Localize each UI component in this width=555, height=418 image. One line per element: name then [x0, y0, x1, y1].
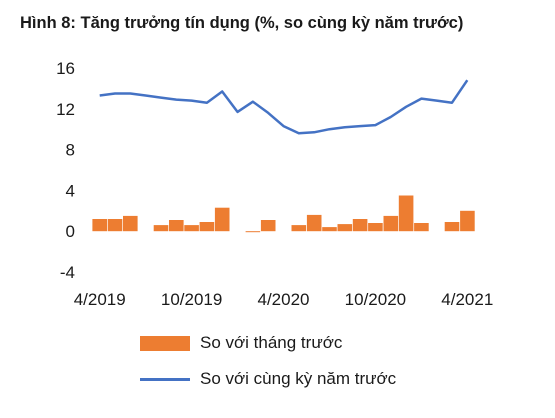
bar-5-2019 [107, 219, 123, 232]
x-tick-label: 4/2021 [441, 290, 493, 309]
bar-11-2019 [199, 222, 215, 232]
y-tick-label: 16 [56, 59, 75, 78]
legend-label-bar: So với tháng trước [200, 333, 343, 352]
bar-3-2021 [444, 222, 460, 232]
bar-3-2020 [260, 220, 276, 232]
legend-swatch-bar [140, 335, 190, 351]
y-tick-label: -4 [60, 263, 75, 282]
line-layer [99, 79, 469, 135]
bar-5-2020 [291, 225, 307, 232]
bar-2-2020 [245, 231, 261, 233]
y-tick-label: 4 [66, 181, 75, 200]
bar-9-2020 [352, 219, 368, 232]
y-axis-ticks: -4 0 4 8 12 16 [56, 59, 75, 282]
x-tick-label: 4/2019 [74, 290, 126, 309]
bar-11-2020 [383, 215, 399, 232]
y-tick-label: 0 [66, 222, 75, 241]
bar-8-2020 [337, 224, 353, 232]
bar-6-2020 [306, 214, 322, 232]
x-axis-ticks: 4/2019 10/2019 4/2020 10/2020 4/2021 [74, 290, 494, 309]
x-tick-label: 10/2020 [345, 290, 406, 309]
chart-title: Hình 8: Tăng trưởng tín dụng (%, so cùng… [20, 14, 464, 32]
bar-12-2020 [398, 195, 414, 232]
bars-layer [92, 195, 475, 233]
bar-8-2019 [153, 225, 169, 232]
series-line-yoy [99, 79, 469, 135]
bar-12-2019 [214, 207, 230, 232]
legend-item-line: So với cùng kỳ năm trước [140, 366, 396, 392]
bar-10-2020 [368, 223, 383, 232]
x-tick-label: 10/2019 [161, 290, 222, 309]
bar-6-2019 [123, 215, 138, 232]
bar-4-2019 [92, 219, 107, 232]
bar-10-2019 [184, 225, 199, 232]
bar-4-2021 [460, 210, 475, 232]
bar-9-2019 [169, 220, 184, 232]
legend-item-bar: So với tháng trước [140, 330, 396, 356]
legend-swatch-line [140, 377, 190, 381]
y-tick-label: 12 [56, 100, 75, 119]
legend-label-line: So với cùng kỳ năm trước [200, 369, 397, 388]
bar-1-2021 [414, 223, 429, 232]
bar-7-2020 [322, 227, 337, 232]
y-tick-label: 8 [66, 141, 75, 160]
x-tick-label: 4/2020 [258, 290, 310, 309]
chart-legend: So với tháng trước So với cùng kỳ năm tr… [140, 330, 396, 392]
